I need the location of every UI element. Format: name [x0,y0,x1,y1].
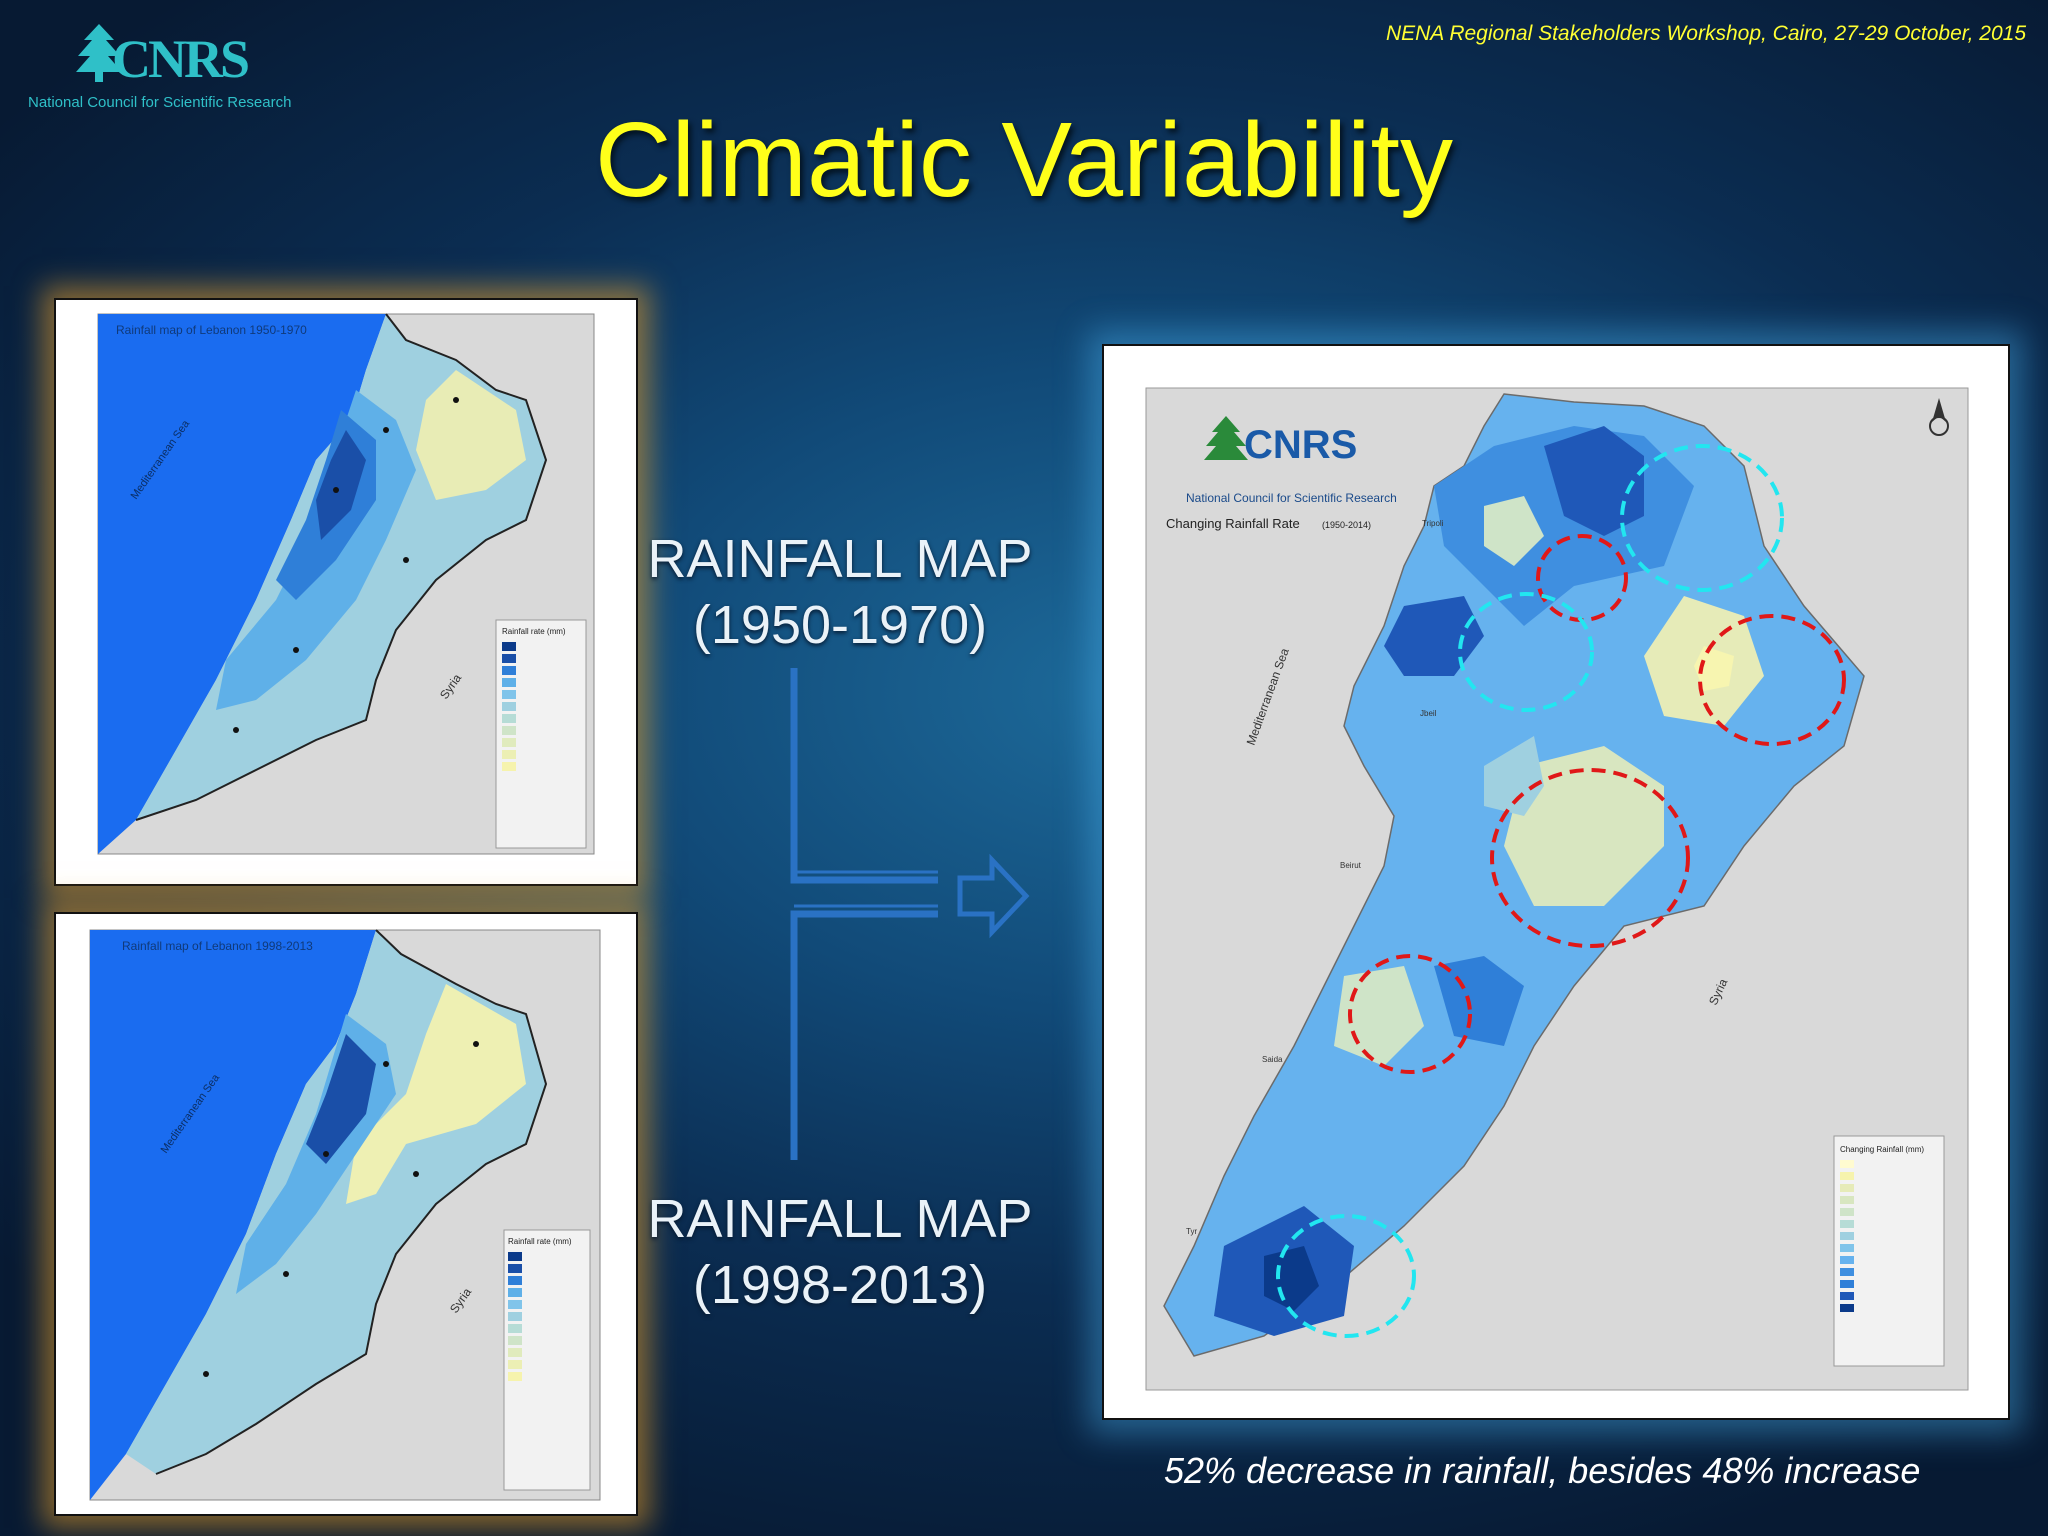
changing-rainfall-map: CNRS National Council for Scientific Res… [1102,344,2010,1420]
slide-title: Climatic Variability [595,101,1453,219]
map3-cnrs-logo: CNRS National Council for Scientific Res… [1186,416,1397,505]
north-arrow-icon [1929,398,1949,436]
increase-area-marker [1458,592,1594,712]
decrease-area-marker [1490,768,1690,948]
arrow-right-icon [957,853,1030,939]
map3-legend-title: Changing Rainfall (mm) [1840,1145,1924,1154]
map1-legend-title: Rainfall rate (mm) [502,627,566,636]
slide-caption: 52% decrease in rainfall, besides 48% in… [1164,1450,1921,1491]
cedar-tree-icon [76,24,122,82]
map3-subtitle: Changing Rainfall Rate [1166,516,1300,531]
map3-logo-word: CNRS [1244,423,1357,467]
decrease-area-marker [1698,614,1846,746]
rainfall-map-1950-1970: Rainfall map of Lebanon 1950-1970 Medite… [54,298,638,886]
place-label: Saida [1262,1055,1283,1064]
event-title: NENA Regional Stakeholders Workshop, Cai… [1385,22,2026,45]
map3-subtitle-years: (1950-2014) [1322,520,1371,530]
map2-label: RAINFALL MAP (1998-2013) [640,1186,1040,1318]
place-label: Tyr [1186,1227,1197,1236]
place-label: Beirut [1340,861,1362,870]
logo-word: CNRS [112,29,250,89]
place-label: Jbeil [1420,709,1437,718]
map2-legend-title: Rainfall rate (mm) [508,1237,572,1246]
map2-label-line2: (1998-2013) [692,1255,988,1315]
logo-subtitle: National Council for Scientific Research [28,94,292,111]
place-label: Tripoli [1422,519,1444,528]
map1-title: Rainfall map of Lebanon 1950-1970 [116,323,307,337]
decrease-area-marker [1348,954,1472,1074]
increase-area-marker [1276,1214,1416,1338]
map3-logo-subtitle: National Council for Scientific Research [1186,491,1397,505]
cnrs-logo: CNRS National Council for Scientific Res… [28,16,291,116]
rainfall-map-1998-2013: Rainfall map of Lebanon 1998-2013 Medite… [54,912,638,1516]
increase-area-marker [1620,444,1784,592]
map1-label-line1: RAINFALL MAP [647,529,1033,589]
map1-label-line2: (1950-1970) [692,595,988,655]
map2-label-line1: RAINFALL MAP [647,1189,1033,1249]
map1-label: RAINFALL MAP (1950-1970) [640,526,1040,658]
map2-title: Rainfall map of Lebanon 1998-2013 [122,939,313,953]
merge-connector [790,668,1030,1160]
